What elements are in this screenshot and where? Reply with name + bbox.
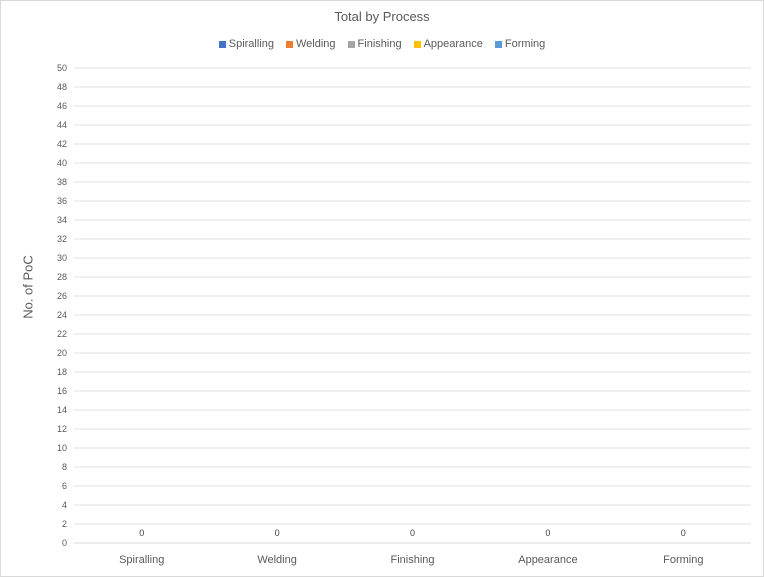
legend-swatch-appearance — [413, 40, 421, 48]
y-tick-label-22: 22 — [57, 329, 67, 339]
y-tick-label-14: 14 — [57, 405, 67, 415]
legend-label-finishing: Finishing — [357, 38, 402, 50]
y-tick-label-28: 28 — [57, 272, 67, 282]
y-tick-label-2: 2 — [62, 519, 67, 529]
y-tick-label-16: 16 — [57, 386, 67, 396]
y-tick-label-18: 18 — [57, 367, 67, 377]
y-tick-label-8: 8 — [62, 462, 67, 472]
y-tick-label-30: 30 — [57, 253, 67, 263]
legend-item-forming: Forming — [494, 38, 546, 50]
y-tick-label-6: 6 — [62, 481, 67, 491]
legend-item-welding: Welding — [286, 38, 336, 50]
x-tick-label-forming: Forming — [663, 554, 703, 566]
y-tick-label-46: 46 — [57, 101, 67, 111]
data-label-appearance: 0 — [545, 528, 550, 538]
y-tick-label-10: 10 — [57, 443, 67, 453]
data-labels: 0 0 0 0 0 — [139, 528, 686, 538]
chart-title: Total by Process — [334, 9, 430, 24]
y-tick-label-48: 48 — [57, 82, 67, 92]
y-tick-label-26: 26 — [57, 291, 67, 301]
y-tick-label-4: 4 — [62, 500, 67, 510]
legend-swatch-welding — [286, 40, 293, 48]
y-tick-label-32: 32 — [57, 234, 67, 244]
y-tick-label-34: 34 — [57, 215, 67, 225]
legend-item-finishing: Finishing — [347, 38, 402, 50]
y-tick-label-42: 42 — [57, 139, 67, 149]
x-tick-label-finishing: Finishing — [390, 554, 434, 566]
data-label-spiralling: 0 — [139, 528, 144, 538]
x-tick-label-welding: Welding — [257, 554, 297, 566]
y-tick-label-36: 36 — [57, 196, 67, 206]
legend-label-forming: Forming — [504, 38, 546, 50]
legend-item-spiralling: Spiralling — [218, 38, 274, 50]
legend-swatch-finishing — [347, 40, 355, 48]
legend-label-welding: Welding — [296, 38, 336, 50]
data-label-finishing: 0 — [410, 528, 415, 538]
x-tick-label-appearance: Appearance — [518, 554, 577, 566]
data-label-forming: 0 — [681, 528, 686, 538]
y-tick-label-0: 0 — [62, 538, 67, 548]
legend: Spiralling Welding Finishing Appearance … — [0, 38, 764, 50]
x-tick-label-spiralling: Spiralling — [119, 554, 164, 566]
legend-label-appearance: Appearance — [423, 38, 483, 50]
legend-swatch-forming — [494, 40, 502, 48]
gridlines — [74, 67, 751, 544]
y-tick-labels: 0246810121416182022242628303234363840424… — [57, 63, 67, 548]
y-tick-label-50: 50 — [57, 63, 67, 73]
y-tick-label-12: 12 — [57, 424, 67, 434]
y-tick-label-40: 40 — [57, 158, 67, 168]
data-label-welding: 0 — [275, 528, 280, 538]
legend-swatch-spiralling — [218, 40, 226, 48]
y-tick-label-38: 38 — [57, 177, 67, 187]
x-tick-labels: Spiralling Welding Finishing Appearance Form… — [119, 554, 703, 566]
y-tick-label-20: 20 — [57, 348, 67, 358]
legend-item-appearance: Appearance — [413, 38, 483, 50]
legend-label-spiralling: Spiralling — [228, 38, 274, 50]
y-tick-label-44: 44 — [57, 120, 67, 130]
y-tick-label-24: 24 — [57, 310, 67, 320]
